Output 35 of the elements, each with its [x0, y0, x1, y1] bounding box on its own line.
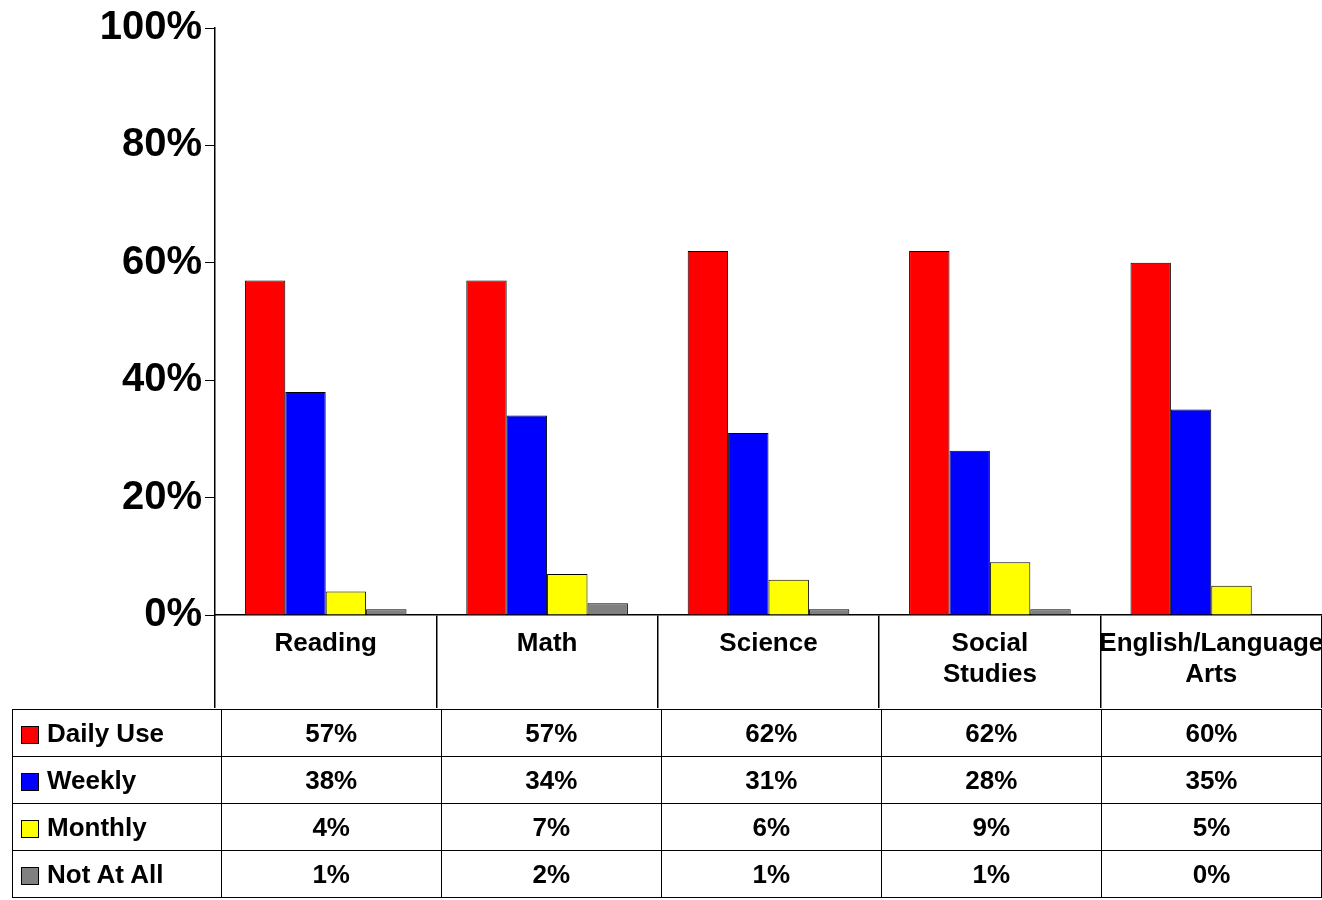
x-tick-label: Math: [516, 626, 578, 657]
data-label: 62%: [661, 709, 882, 757]
data-label: 57%: [441, 709, 662, 757]
data-label: 1%: [881, 850, 1102, 898]
data-label: 34%: [441, 756, 662, 804]
legend-label: Not At All: [12, 850, 222, 898]
data-label: 28%: [881, 756, 1102, 804]
data-label: 60%: [1101, 709, 1322, 757]
data-label: 1%: [661, 850, 882, 898]
data-label: 9%: [881, 803, 1102, 851]
y-tick-label: 40%: [121, 355, 202, 400]
data-label: 2%: [441, 850, 662, 898]
y-tick-label: 20%: [121, 472, 202, 517]
data-label: 38%: [221, 756, 442, 804]
data-label: 6%: [661, 803, 882, 851]
legend-label: Weekly: [12, 756, 222, 804]
data-label: 4%: [221, 803, 442, 851]
data-label: 5%: [1101, 803, 1322, 851]
data-label: 7%: [441, 803, 662, 851]
y-tick-label: 100%: [99, 3, 202, 48]
data-label: 31%: [661, 756, 882, 804]
legend-label: Daily Use: [12, 709, 222, 757]
x-tick-label: Social Studies: [942, 626, 1037, 688]
y-tick-label: 60%: [121, 237, 202, 282]
x-tick-label: Reading: [274, 626, 377, 657]
y-tick-label: 80%: [121, 120, 202, 165]
data-label: 62%: [881, 709, 1102, 757]
legend-label: Monthly: [12, 803, 222, 851]
x-tick-label: Science: [719, 626, 818, 657]
data-label: 35%: [1101, 756, 1322, 804]
data-label: 0%: [1101, 850, 1322, 898]
y-tick-label: 0%: [144, 590, 202, 635]
x-tick-label: English/Language Arts: [1099, 626, 1322, 688]
data-label: 1%: [221, 850, 442, 898]
data-label: 57%: [221, 709, 442, 757]
